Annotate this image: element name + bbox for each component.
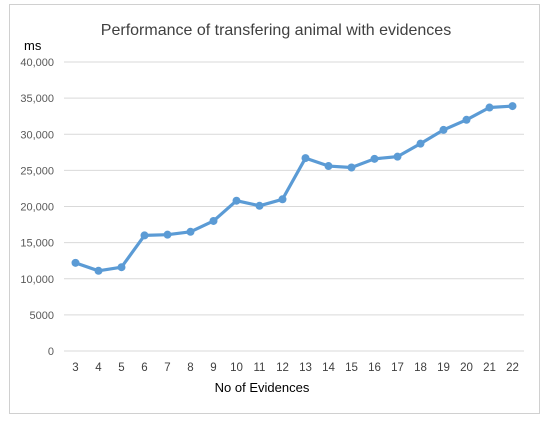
data-point xyxy=(370,154,379,163)
data-point xyxy=(439,125,448,134)
data-point xyxy=(393,152,402,161)
data-point xyxy=(485,103,494,112)
x-axis-ticks: 3 4 5 6 7 8 9 10 11 12 13 14 15 16 17 18 19 20 21 22 xyxy=(72,362,519,374)
data-point xyxy=(416,139,425,148)
x-tick-label: 21 xyxy=(483,362,496,374)
data-point xyxy=(347,163,356,172)
x-tick-label: 7 xyxy=(164,362,170,374)
data-point xyxy=(117,263,126,272)
data-point xyxy=(209,216,218,225)
x-axis-label: No of Evidences xyxy=(215,380,310,395)
data-point xyxy=(94,266,103,275)
x-tick-label: 14 xyxy=(322,362,335,374)
x-tick-label: 5 xyxy=(118,362,124,374)
x-tick-label: 18 xyxy=(414,362,427,374)
y-tick-label: 0 xyxy=(48,346,54,358)
chart-title: Performance of transfering animal with e… xyxy=(101,22,451,39)
x-tick-label: 11 xyxy=(254,362,266,374)
y-tick-label: 15,000 xyxy=(20,238,54,250)
x-tick-label: 9 xyxy=(210,362,216,374)
data-point xyxy=(301,154,310,163)
y-tick-label: 40,000 xyxy=(20,57,54,69)
series xyxy=(71,102,517,275)
data-point xyxy=(508,102,517,111)
data-point xyxy=(186,227,195,236)
x-tick-label: 13 xyxy=(299,362,312,374)
x-tick-label: 8 xyxy=(187,362,193,374)
data-point xyxy=(462,115,471,124)
x-tick-label: 19 xyxy=(437,362,450,374)
data-point xyxy=(324,162,333,171)
data-point xyxy=(71,258,80,267)
x-tick-label: 22 xyxy=(506,362,519,374)
data-point xyxy=(278,195,287,204)
x-tick-label: 3 xyxy=(72,362,78,374)
y-axis-ticks: 0 5000 10,000 15,000 20,000 25,000 30,000 35,00… xyxy=(20,57,54,358)
y-tick-label: 35,000 xyxy=(20,93,54,105)
data-point xyxy=(163,230,172,239)
y-tick-label: 5000 xyxy=(30,310,54,322)
y-tick-label: 20,000 xyxy=(20,202,54,214)
x-tick-label: 17 xyxy=(391,362,404,374)
y-tick-label: 30,000 xyxy=(20,129,54,141)
data-point xyxy=(140,231,149,240)
data-point xyxy=(232,196,241,205)
x-tick-label: 12 xyxy=(276,362,289,374)
data-point xyxy=(255,201,264,210)
x-tick-label: 4 xyxy=(95,362,102,374)
x-tick-label: 20 xyxy=(460,362,473,374)
chart-frame xyxy=(9,4,540,414)
x-tick-label: 6 xyxy=(141,362,147,374)
y-tick-label: 25,000 xyxy=(20,165,54,177)
y-axis-label: ms xyxy=(24,38,42,53)
x-tick-label: 16 xyxy=(368,362,381,374)
x-tick-label: 15 xyxy=(345,362,358,374)
x-tick-label: 10 xyxy=(230,362,243,374)
y-tick-label: 10,000 xyxy=(20,274,54,286)
gridlines xyxy=(64,61,524,352)
